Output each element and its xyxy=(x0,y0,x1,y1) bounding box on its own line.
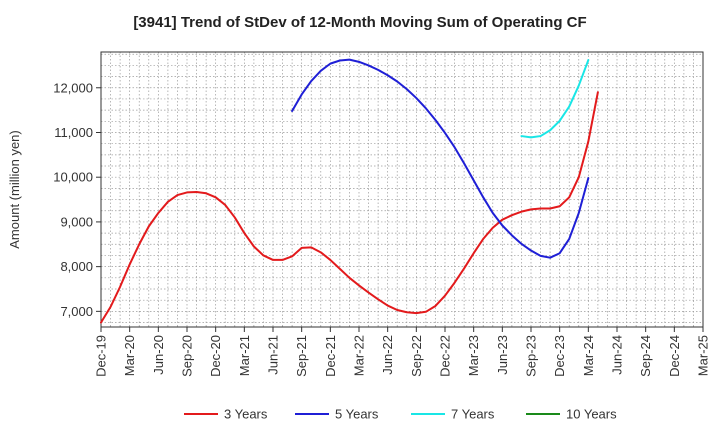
plot-frame xyxy=(100,51,704,328)
legend-label-5-years: 5 Years xyxy=(335,407,379,422)
x-tick-label: Mar-20 xyxy=(122,335,137,376)
series-line-3-years xyxy=(100,91,599,324)
y-tick-label: 12,000 xyxy=(53,80,93,95)
x-tick-label: Dec-21 xyxy=(323,335,338,377)
x-tick-label: Jun-22 xyxy=(380,335,395,375)
x-tick-label: Sep-21 xyxy=(294,335,309,377)
chart-title: [3941] Trend of StDev of 12-Month Moving… xyxy=(133,14,587,31)
x-tick-label: Dec-20 xyxy=(208,335,223,377)
legend-label-7-years: 7 Years xyxy=(451,407,495,422)
x-tick-label: Sep-23 xyxy=(524,335,539,377)
x-tick-label: Sep-24 xyxy=(638,335,653,377)
y-tick-label: 9,000 xyxy=(60,214,93,229)
legend-label-10-years: 10 Years xyxy=(566,407,617,422)
series-line-5-years xyxy=(291,58,590,259)
x-tick-label: Dec-23 xyxy=(552,335,567,377)
x-tick-label: Mar-23 xyxy=(466,335,481,376)
x-tick-label: Jun-20 xyxy=(151,335,166,375)
x-tick-label: Dec-22 xyxy=(438,335,453,377)
x-tick-label: Mar-22 xyxy=(352,335,367,376)
x-tick-label: Sep-22 xyxy=(409,335,424,377)
grid xyxy=(101,52,703,327)
x-tick-label: Sep-20 xyxy=(180,335,195,377)
x-tick-label: Mar-24 xyxy=(581,335,596,376)
axes: 7,000 8,000 9,000 10,000 11,000 12,000 Dec-19 M… xyxy=(53,80,710,377)
x-tick-label: Jun-24 xyxy=(610,335,625,375)
x-tick-label: Mar-25 xyxy=(696,335,711,376)
x-tick-label: Dec-24 xyxy=(667,335,682,377)
x-tick-label: Jun-23 xyxy=(495,335,510,375)
x-tick-label: Jun-21 xyxy=(266,335,281,375)
legend: 3 Years 5 Years 7 Years 10 Years xyxy=(184,407,617,422)
y-tick-label: 7,000 xyxy=(60,304,93,319)
x-tick-label: Mar-21 xyxy=(237,335,252,376)
series-line-7-years xyxy=(520,59,590,139)
series-layer xyxy=(100,58,599,324)
y-axis-label: Amount (million yen) xyxy=(7,130,22,249)
y-tick-label: 8,000 xyxy=(60,259,93,274)
legend-label-3-years: 3 Years xyxy=(224,407,268,422)
x-tick-label: Dec-19 xyxy=(94,335,109,377)
y-tick-label: 11,000 xyxy=(54,125,93,140)
y-tick-label: 10,000 xyxy=(53,170,93,185)
